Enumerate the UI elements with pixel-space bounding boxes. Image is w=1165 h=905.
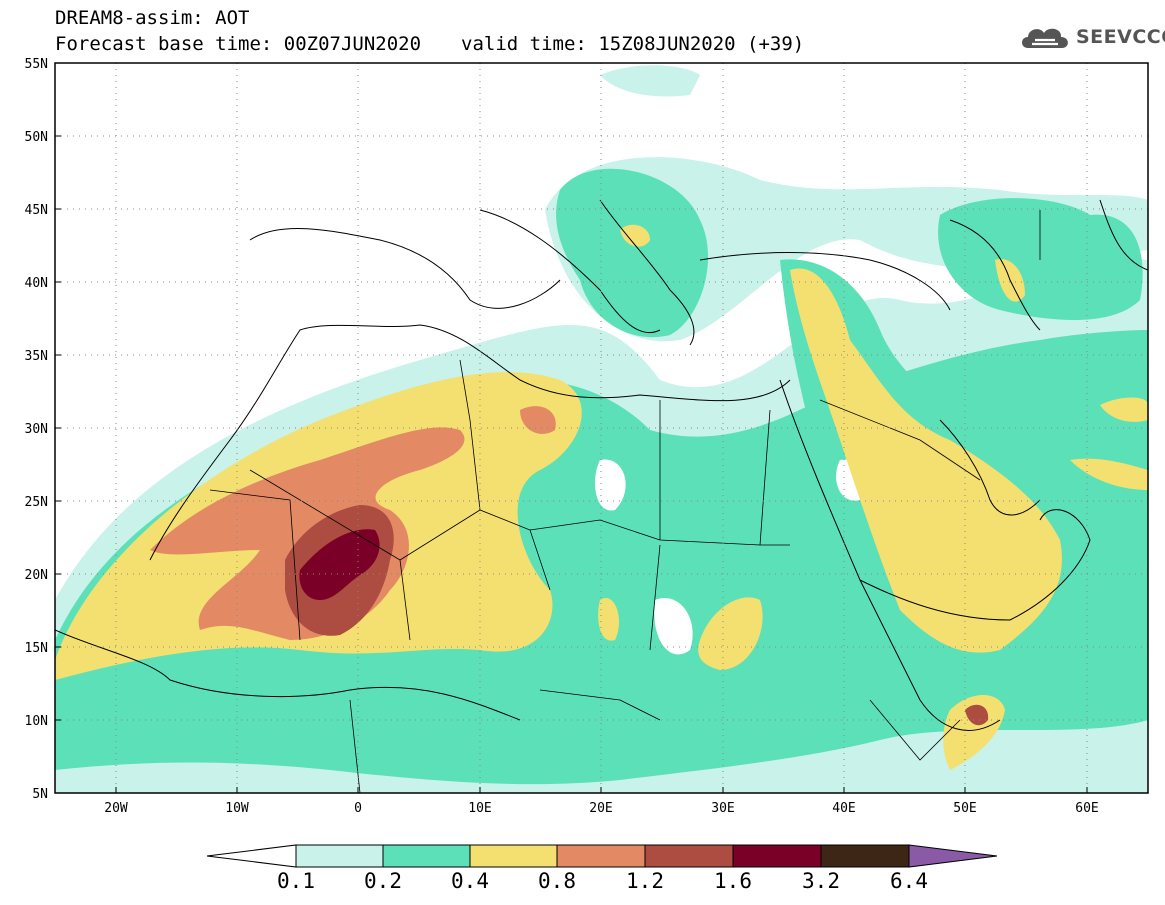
lon-label: 40E — [832, 801, 855, 816]
lat-label: 25N — [25, 495, 48, 510]
lon-label: 20W — [104, 801, 128, 816]
forecast-times: Forecast base time: 00Z07JUN2020 valid ti… — [55, 34, 804, 54]
lat-label: 50N — [25, 130, 48, 145]
lon-label: 30E — [711, 801, 734, 816]
grid-lines — [55, 63, 1148, 793]
lat-label: 55N — [25, 57, 48, 72]
lon-label: 60E — [1075, 801, 1098, 816]
axis-ticks — [55, 62, 1088, 793]
base-time: Forecast base time: 00Z07JUN2020 — [55, 33, 422, 55]
lat-label: 35N — [25, 349, 48, 364]
cloud-icon — [1022, 28, 1068, 48]
colorbar-label: 0.2 — [364, 869, 402, 893]
colorbar-label: 6.4 — [890, 869, 928, 893]
lat-label: 45N — [25, 203, 48, 218]
colorbar-label: 1.2 — [626, 869, 664, 893]
lat-label: 5N — [32, 787, 48, 802]
colorbar-label: 1.6 — [714, 869, 752, 893]
colorbar-segment — [469, 844, 558, 868]
lat-label: 10N — [25, 714, 48, 729]
colorbar-segment — [820, 844, 910, 868]
longitude-labels: 20W 10W 0 10E 20E 30E 40E 50E 60E — [104, 801, 1098, 816]
logo-text: SEEVCCC — [1076, 26, 1165, 48]
colorbar-segment — [382, 844, 471, 868]
seevccc-logo: SEEVCCC — [1018, 22, 1165, 52]
colorbar-segment — [295, 844, 384, 868]
lat-label: 40N — [25, 276, 48, 291]
colorbar-segment — [556, 844, 646, 868]
map-title: DREAM8-assim: AOT — [55, 7, 250, 29]
lat-label: 30N — [25, 422, 48, 437]
colorbar-right-arrow — [908, 844, 998, 868]
colorbar-segment — [732, 844, 822, 868]
coastlines — [55, 199, 1148, 731]
latitude-labels: 55N 50N 45N 40N 35N 30N 25N 20N 15N 10N … — [25, 57, 48, 802]
lon-label: 20E — [589, 801, 612, 816]
colorbar-label: 0.1 — [277, 869, 315, 893]
country-borders — [209, 210, 1041, 793]
lon-label: 10E — [468, 801, 491, 816]
aot-fields — [55, 63, 1148, 793]
lat-label: 20N — [25, 568, 48, 583]
lon-label: 50E — [953, 801, 976, 816]
colorbar-label: 0.8 — [538, 869, 576, 893]
lon-label: 0 — [354, 801, 362, 816]
lon-label: 10W — [225, 801, 249, 816]
colorbar — [206, 844, 998, 868]
colorbar-left-arrow — [206, 844, 297, 868]
lat-label: 15N — [25, 641, 48, 656]
colorbar-label: 0.4 — [451, 869, 489, 893]
valid-time: valid time: 15Z08JUN2020 (+39) — [461, 33, 805, 55]
colorbar-segment — [644, 844, 734, 868]
colorbar-label: 3.2 — [802, 869, 840, 893]
